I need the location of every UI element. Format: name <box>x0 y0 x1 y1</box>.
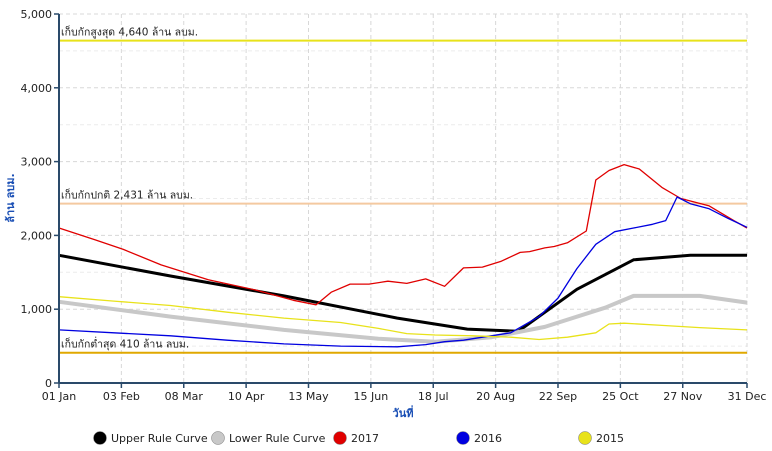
legend-marker <box>211 431 225 445</box>
reference-line-label: เก็บกักปกติ 2,431 ล้าน ลบม. <box>61 188 193 202</box>
legend-label: 2016 <box>474 432 502 445</box>
y-axis-title: ล้าน ลบม. <box>4 173 17 222</box>
legend-marker <box>333 431 347 445</box>
x-tick-label: 13 May <box>288 390 329 403</box>
x-tick-label: 31 Dec <box>728 390 767 403</box>
series-line <box>58 296 748 341</box>
y-tick-label: 4,000 <box>21 82 53 95</box>
reference-lines: เก็บกักสูงสุด 4,640 ล้าน ลบม. เก็บกักปกติ… <box>59 25 747 354</box>
series-line <box>58 196 748 348</box>
y-tick-label: 0 <box>45 377 52 390</box>
series-line <box>58 293 748 344</box>
y-tick-label: 3,000 <box>21 156 53 169</box>
y-tick-label: 5,000 <box>21 8 53 21</box>
x-tick-label: 01 Jan <box>42 390 76 403</box>
x-tick-label: 22 Sep <box>539 390 577 403</box>
x-tick-label: 25 Oct <box>602 390 639 403</box>
x-tick-label: 20 Aug <box>476 390 515 403</box>
legend-label: 2015 <box>596 432 624 445</box>
x-tick-label: 27 Nov <box>663 390 702 403</box>
x-tick-label: 08 Mar <box>165 390 204 403</box>
y-tick-label: 2,000 <box>21 229 53 242</box>
series-lines <box>58 163 748 348</box>
legend-marker <box>93 431 107 445</box>
legend-marker <box>456 431 470 445</box>
axes: 0 1,000 2,000 3,000 4,000 5,000 01 Jan 03 Feb 08… <box>21 8 767 403</box>
legend-label: Upper Rule Curve <box>111 432 208 445</box>
x-tick-label: 15 Jun <box>354 390 389 403</box>
x-axis-title: วันที่ <box>393 405 414 420</box>
series-line <box>58 163 748 306</box>
reference-line-label: เก็บกักสูงสุด 4,640 ล้าน ลบม. <box>61 25 198 39</box>
reference-line-label: เก็บกักต่ำสุด 410 ล้าน ลบม. <box>61 337 189 351</box>
legend-label: 2017 <box>351 432 379 445</box>
series-line <box>58 253 747 333</box>
x-tick-label: 03 Feb <box>103 390 140 403</box>
x-tick-label: 18 Jul <box>418 390 449 403</box>
legend: Upper Rule Curve Lower Rule Curve 2017 2016… <box>93 431 624 445</box>
legend-marker <box>578 431 592 445</box>
legend-label: Lower Rule Curve <box>229 432 326 445</box>
x-tick-label: 10 Apr <box>228 390 265 403</box>
y-tick-label: 1,000 <box>21 303 53 316</box>
